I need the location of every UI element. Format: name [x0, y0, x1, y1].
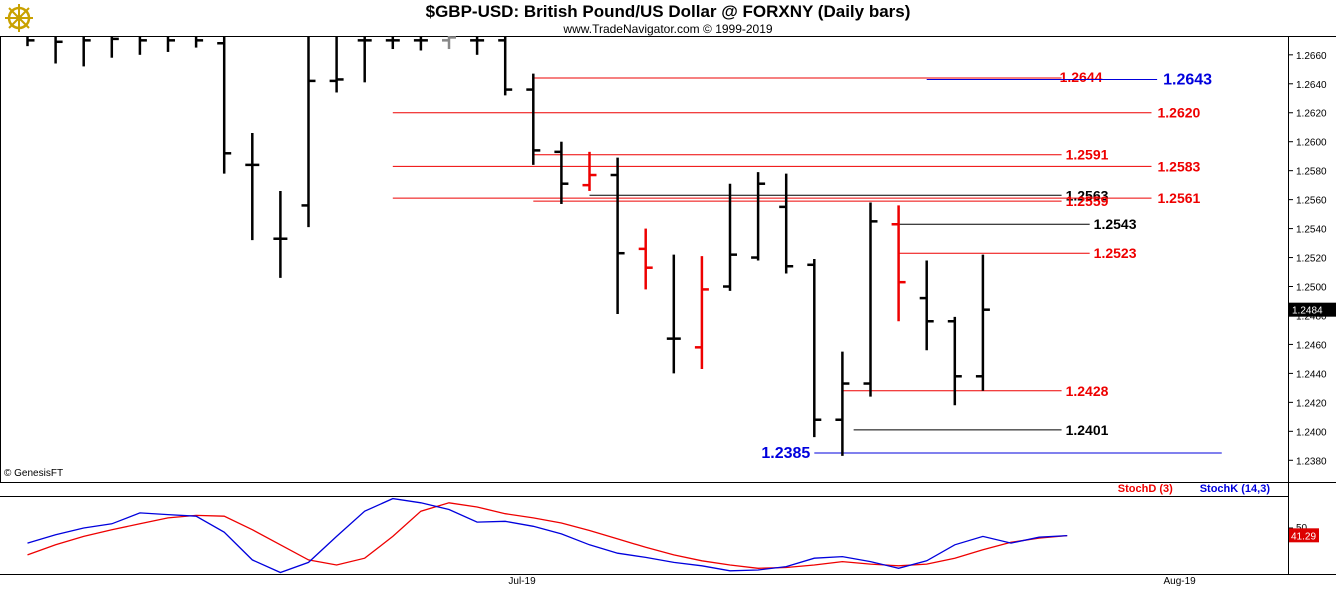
chart-subtitle: www.TradeNavigator.com © 1999-2019: [563, 22, 773, 36]
price-panel-frame: [0, 36, 1289, 483]
y-tick-label: 1.2440: [1296, 369, 1327, 380]
ohlc-bar: [807, 259, 822, 438]
ohlc-bar: [863, 202, 878, 397]
y-tick-label: 1.2580: [1296, 167, 1327, 178]
ohlc-bar: [694, 256, 709, 370]
ohlc-bar: [385, 36, 400, 50]
level-label: 1.2620: [1158, 105, 1201, 121]
y-tick-label: 1.2380: [1296, 456, 1327, 467]
ohlc-bar: [110, 36, 119, 58]
level-label: 1.2643: [1163, 71, 1212, 88]
level-label: 1.2523: [1094, 245, 1137, 261]
ohlc-bar: [245, 133, 260, 241]
y-tick-label: 1.2640: [1296, 80, 1327, 91]
ohlc-bar: [498, 36, 513, 96]
ohlc-bar: [26, 36, 35, 47]
y-tick-label: 1.2560: [1296, 196, 1327, 207]
ohlc-bar: [779, 173, 794, 274]
level-label: 1.2543: [1094, 216, 1137, 232]
copyright-notice: © GenesisFT: [4, 468, 64, 479]
ohlc-bar: [891, 205, 906, 322]
stoch-legend-entry: StochK (14,3): [1200, 483, 1271, 495]
stoch-series-line: [27, 502, 1068, 569]
ohlc-bar: [166, 36, 175, 52]
ohlc-bar: [751, 172, 766, 261]
ohlc-bar: [666, 254, 681, 374]
ohlc-bar: [442, 36, 456, 50]
ohlc-bar: [470, 36, 485, 55]
stoch-series-line: [27, 497, 1068, 574]
ship-wheel-logo-icon: [5, 4, 33, 32]
y-tick-label: 1.2480: [1296, 311, 1327, 322]
level-label: 1.2559: [1066, 193, 1109, 209]
stoch-legend-entry: StochD (3): [1118, 483, 1173, 495]
ohlc-bar: [54, 36, 63, 64]
level-label: 1.2561: [1158, 190, 1201, 206]
ohlc-bar: [413, 36, 428, 51]
y-tick-label: 1.2500: [1296, 283, 1327, 294]
ohlc-bar: [638, 228, 653, 290]
level-label: 1.2385: [761, 445, 810, 462]
ohlc-bar: [526, 73, 541, 165]
ohlc-bar: [357, 36, 372, 83]
y-tick-label: 1.2460: [1296, 340, 1327, 351]
y-tick-label: 1.2400: [1296, 427, 1327, 438]
ohlc-bar: [975, 254, 990, 391]
ohlc-bar: [138, 36, 147, 55]
ohlc-bar: [835, 351, 850, 456]
level-label: 1.2583: [1158, 158, 1201, 174]
ohlc-bar: [919, 260, 934, 351]
x-tick-label: Aug-19: [1163, 576, 1196, 587]
ohlc-bar: [273, 190, 288, 278]
level-label: 1.2644: [1060, 69, 1103, 85]
x-tick-label: Jul-19: [508, 576, 536, 587]
stoch-last-box: [1289, 528, 1319, 543]
y-tick-label: 1.2540: [1296, 225, 1327, 236]
level-label: 1.2401: [1066, 422, 1109, 438]
ohlc-bar: [194, 36, 204, 48]
ohlc-bar: [329, 36, 344, 93]
y-tick-label: 1.2660: [1296, 51, 1327, 62]
level-label: 1.2563: [1066, 187, 1109, 203]
ohlc-bar: [554, 141, 569, 204]
ohlc-bar: [217, 36, 232, 174]
ohlc-bar: [301, 36, 316, 228]
y-tick-label: 1.2420: [1296, 398, 1327, 409]
y-tick-label: 1.2520: [1296, 254, 1327, 265]
ohlc-bar: [82, 36, 91, 67]
y-tick-label: 1.2620: [1296, 109, 1327, 120]
ohlc-bar: [947, 316, 962, 406]
level-label: 1.2428: [1066, 383, 1109, 399]
y-tick-label: 1.2600: [1296, 138, 1327, 149]
chart-title: $GBP-USD: British Pound/US Dollar @ FORX…: [425, 2, 911, 21]
last-price-box: [1289, 302, 1336, 317]
level-label: 1.2591: [1066, 147, 1109, 163]
last-price-label: 1.2484: [1292, 306, 1323, 317]
ohlc-bar: [610, 157, 625, 315]
ohlc-bar: [723, 183, 737, 291]
stoch-tick-label: 50: [1296, 523, 1308, 534]
ohlc-bar: [582, 151, 597, 191]
stoch-last-label: 41.29: [1291, 531, 1316, 542]
